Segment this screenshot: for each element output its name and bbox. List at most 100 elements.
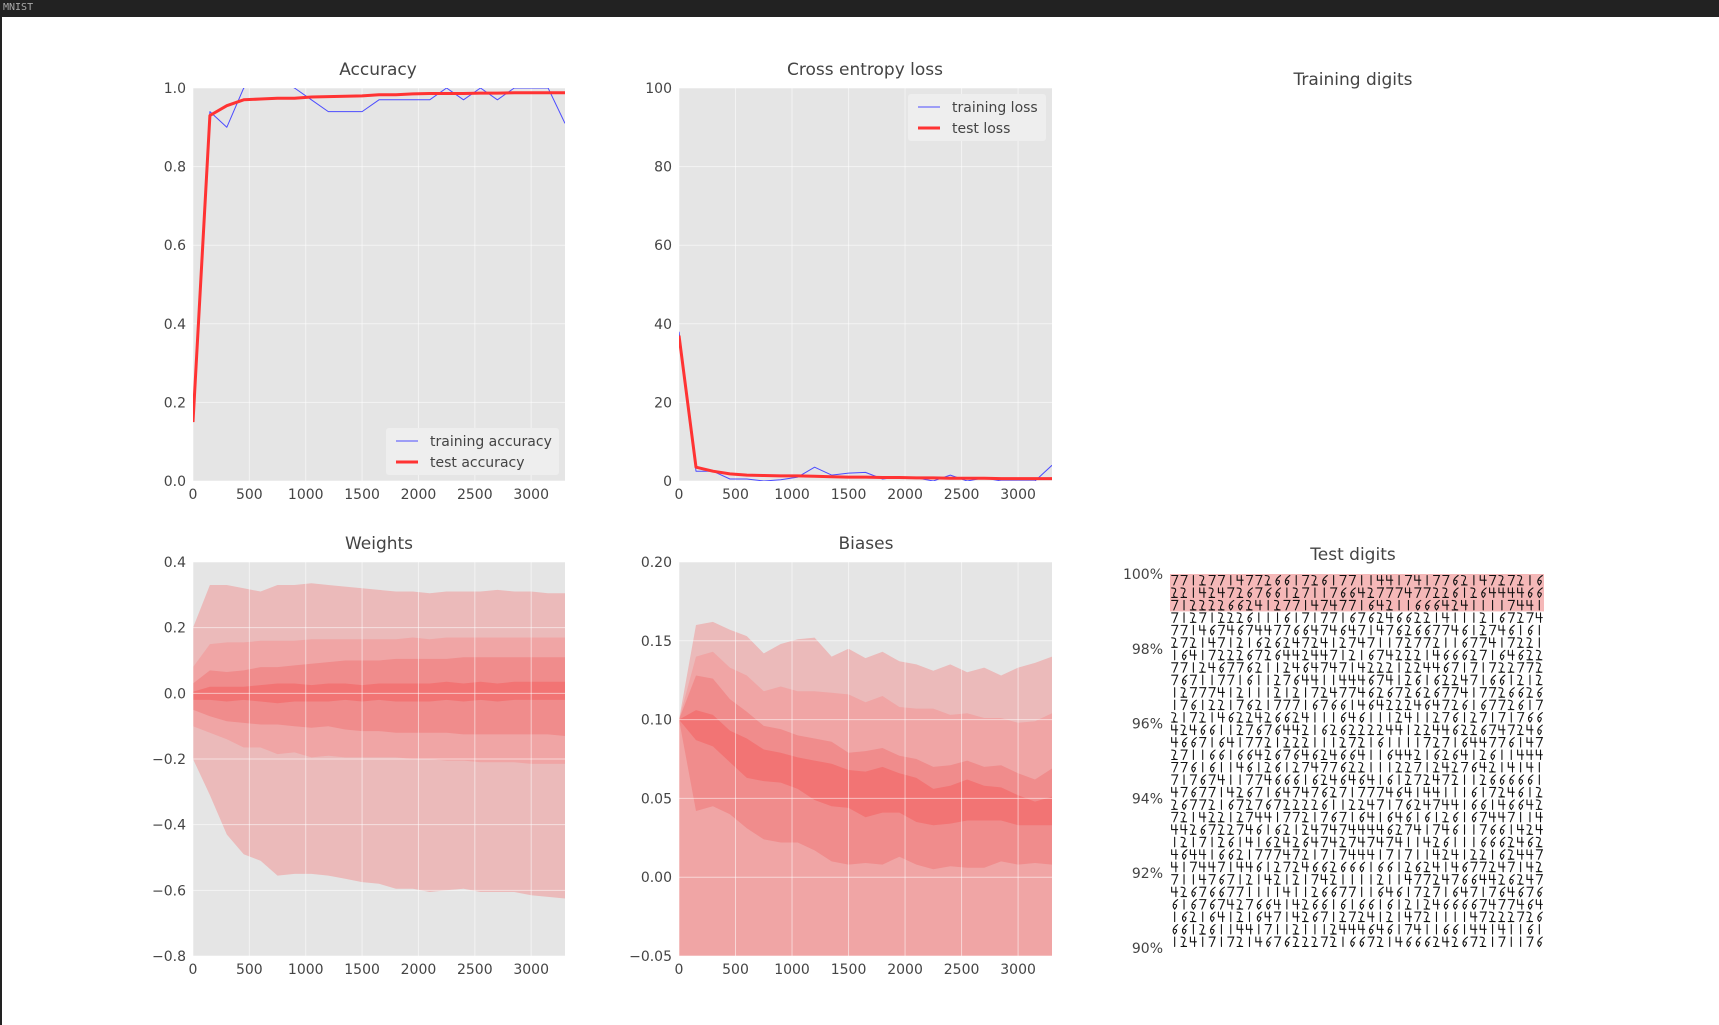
test-digit-glyph — [1453, 886, 1459, 898]
test-digit-glyph — [1264, 574, 1272, 586]
test-digit-glyph — [1507, 699, 1515, 711]
test-digit-glyph — [1247, 674, 1254, 686]
test-digit-glyph — [1432, 936, 1440, 948]
accuracy-ytick-label: 0.0 — [164, 474, 186, 490]
test-digit-glyph — [1292, 587, 1300, 598]
test-digit-glyph — [1358, 749, 1366, 761]
test-digit-glyph — [1228, 836, 1235, 848]
test-digit-glyph — [1209, 899, 1216, 910]
test-digit-glyph — [1425, 624, 1431, 636]
accuracy-xtick-label: 1500 — [344, 487, 380, 503]
test-digit-glyph — [1395, 811, 1403, 823]
test-digit-glyph — [1404, 662, 1412, 673]
test-digit-glyph — [1434, 687, 1441, 699]
test-digit-glyph — [1396, 612, 1403, 624]
test-digit-glyph — [1414, 749, 1421, 761]
test-digit-glyph — [1507, 574, 1516, 586]
test-digit-glyph — [1451, 761, 1459, 773]
test-digit-glyph — [1181, 911, 1188, 923]
test-digit-glyph — [1236, 824, 1244, 835]
test-digit-glyph — [1273, 687, 1281, 698]
test-digit-glyph — [1339, 811, 1347, 823]
training-digits-title: Training digits — [1292, 70, 1412, 90]
test-digit-glyph — [1404, 674, 1412, 686]
test-digit-glyph — [1432, 886, 1441, 898]
test-digit-glyph — [1199, 861, 1207, 873]
test-digit-glyph — [1517, 899, 1525, 910]
test-digit-glyph — [1404, 587, 1412, 598]
test-digit-glyph — [1264, 849, 1272, 860]
test-digit-glyph — [1507, 836, 1515, 848]
test-digit-glyph — [1537, 886, 1543, 898]
test-digit-glyph — [1517, 724, 1524, 736]
test-digit-glyph — [1434, 749, 1441, 761]
test-digit-glyph — [1386, 724, 1394, 736]
test-digit-glyph — [1526, 849, 1534, 860]
test-digit-glyph — [1236, 936, 1244, 948]
test-digit-glyph — [1245, 574, 1254, 586]
test-digit-glyph — [1264, 874, 1272, 885]
test-digit-glyph — [1264, 761, 1272, 773]
test-digit-glyph — [1498, 587, 1506, 598]
weights-xtick-label: 1000 — [288, 962, 324, 978]
test-digit-glyph — [1219, 874, 1225, 886]
test-digit-glyph — [1302, 824, 1309, 835]
test-digit-glyph — [1395, 587, 1403, 598]
test-digit-glyph — [1171, 612, 1179, 623]
test-digit-glyph — [1292, 699, 1301, 711]
test-digit-glyph — [1460, 674, 1469, 686]
loss-clipped-marks — [679, 88, 1052, 481]
test-digit-glyph — [1376, 674, 1385, 686]
test-digit-glyph — [1236, 637, 1244, 648]
test-digit-glyph — [1404, 649, 1412, 661]
test-digit-glyph — [1368, 674, 1375, 686]
test-digit-glyph — [1498, 874, 1505, 885]
test-digit-glyph — [1453, 749, 1459, 761]
test-digit-glyph — [1470, 587, 1477, 598]
accuracy-chart: Accuracy 0 500 1000 1500 2000 2500 30000.00.20… — [164, 60, 565, 503]
test-digit-glyph — [1255, 774, 1263, 785]
test-digit-glyph — [1311, 936, 1318, 948]
loss-ytick-label: 100 — [645, 81, 672, 97]
loss-title: Cross entropy loss — [787, 60, 943, 80]
test-digit-glyph — [1292, 936, 1300, 948]
test-digit-glyph — [1275, 712, 1282, 723]
test-digit-glyph — [1320, 624, 1329, 636]
test-digit-glyph — [1406, 936, 1412, 948]
test-digit-glyph — [1245, 624, 1254, 636]
test-digit-glyph — [1535, 874, 1544, 885]
test-digit-glyph — [1292, 761, 1300, 773]
loss-xtick-label: 0 — [675, 487, 684, 503]
test-digit-glyph — [1348, 599, 1357, 611]
test-digit-glyph — [1294, 674, 1300, 686]
test-digit-glyph — [1537, 574, 1543, 586]
test-digit-glyph — [1442, 737, 1450, 748]
test-digit-glyph — [1414, 911, 1422, 923]
test-digit-glyph — [1228, 849, 1235, 861]
test-digit-glyph — [1227, 737, 1235, 748]
test-digit-glyph — [1442, 936, 1450, 948]
test-digit-glyph — [1386, 599, 1393, 611]
test-digit-glyph — [1442, 574, 1450, 586]
weights-ytick-label: 0.4 — [164, 555, 186, 571]
test-digit-glyph — [1395, 799, 1403, 810]
test-digit-glyph — [1256, 824, 1263, 836]
test-digit-glyph — [1359, 861, 1366, 873]
test-digit-glyph — [1414, 774, 1422, 785]
test-digit-glyph — [1387, 924, 1394, 935]
test-digit-glyph — [1171, 674, 1179, 686]
test-digit-glyph — [1245, 861, 1254, 873]
test-digit-glyph — [1320, 612, 1329, 623]
test-digit-glyph — [1368, 687, 1375, 699]
test-digit-glyph — [1395, 836, 1403, 848]
test-digit-glyph — [1451, 674, 1459, 686]
test-digit-glyph — [1367, 637, 1375, 648]
test-digit-glyph — [1236, 687, 1244, 698]
biases-marks: 0 500 1000 1500 2000 2500 3000 0.20 0.15 0.10 0.05… — [629, 555, 1052, 978]
test-digit-glyph — [1359, 936, 1366, 948]
weights-clipped-marks — [193, 562, 565, 956]
test-digit-glyph — [1471, 761, 1478, 773]
test-digit-glyph — [1199, 799, 1207, 810]
test-digit-glyph — [1217, 911, 1225, 923]
test-digit-glyph — [1509, 774, 1515, 786]
